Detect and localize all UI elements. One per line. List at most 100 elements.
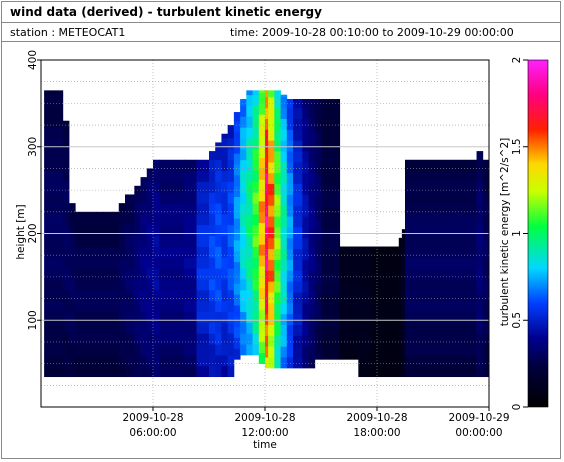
heatmap-cell: [293, 292, 303, 304]
heatmap-cell: [44, 235, 64, 247]
heatmap-cell: [184, 333, 197, 345]
heatmap-cell: [293, 248, 303, 260]
heatmap-cell: [252, 246, 260, 258]
heatmap-cell: [240, 235, 247, 247]
heatmap-cell: [153, 192, 160, 204]
heatmap-cell: [274, 270, 281, 282]
heatmap-column: [159, 159, 185, 378]
heatmap-cell: [258, 255, 266, 267]
heatmap-cell: [252, 94, 260, 106]
heatmap-cell: [153, 170, 160, 182]
station-label: station : METEOCAT1: [10, 26, 126, 39]
heatmap-cell: [246, 213, 253, 226]
heatmap-cell: [69, 257, 76, 269]
heatmap-cell: [405, 279, 477, 291]
heatmap-cell: [221, 257, 229, 269]
x-tick-label-date: 2009-10-28: [234, 412, 295, 424]
heatmap-column: [280, 94, 288, 369]
heatmap-cell: [209, 192, 216, 204]
heatmap-cell: [476, 181, 484, 193]
heatmap-cell: [358, 333, 372, 345]
heatmap-cell: [286, 302, 294, 315]
heatmap-cell: [339, 326, 359, 338]
heatmap-cell: [280, 172, 288, 185]
heatmap-cell: [196, 279, 210, 291]
heatmap-cell: [308, 357, 316, 369]
heatmap-cell: [75, 268, 120, 280]
heatmap-cell: [159, 354, 185, 367]
heatmap-cell: [125, 213, 135, 226]
heatmap-cell: [308, 129, 316, 141]
heatmap-cell: [482, 289, 490, 302]
heatmap-cell: [246, 159, 253, 171]
heatmap-cell: [227, 300, 235, 312]
heatmap-column: [286, 99, 294, 369]
heatmap-cell: [398, 237, 403, 247]
heatmap-column: [227, 125, 235, 378]
heatmap-cell: [246, 333, 253, 345]
heatmap-cell: [476, 170, 484, 182]
x-tick-label-date: 2009-10-29: [448, 412, 509, 424]
heatmap-cell: [44, 170, 64, 182]
heatmap-cell: [246, 127, 253, 139]
heatmap-column: [476, 151, 484, 378]
heatmap-cell: [274, 248, 281, 260]
heatmap-cell: [268, 172, 275, 185]
heatmap-cell: [302, 118, 309, 130]
heatmap-cell: [75, 257, 120, 269]
colorbar: [527, 59, 549, 408]
heatmap-cell: [265, 248, 269, 260]
heatmap-cell: [314, 142, 322, 154]
heatmap-column: [153, 159, 160, 378]
heatmap-cell: [62, 181, 70, 193]
heatmap-cell: [233, 229, 241, 241]
heatmap-cell: [44, 279, 64, 291]
heatmap-cell: [184, 203, 197, 215]
heatmap-cell: [286, 194, 294, 206]
heatmap-cell: [482, 322, 490, 334]
heatmap-cell: [274, 129, 281, 141]
heatmap-cell: [321, 99, 341, 111]
heatmap-cell: [246, 257, 253, 269]
heatmap-cell: [308, 194, 316, 206]
heatmap-cell: [215, 170, 222, 182]
heatmap-cell: [258, 135, 266, 148]
heatmap-cell: [314, 229, 322, 241]
heatmap-cell: [280, 216, 288, 228]
heatmap-column: [75, 211, 120, 378]
heatmap-cell: [293, 259, 303, 271]
heatmap-cell: [233, 120, 241, 132]
heatmap-cell: [118, 279, 126, 291]
heatmap-cell: [146, 246, 154, 258]
heatmap-cell: [134, 246, 141, 258]
heatmap-cell: [221, 311, 229, 323]
heatmap-cell: [321, 326, 341, 338]
heatmap-cell: [286, 107, 294, 119]
colorbar-tick-label: 1.5: [511, 138, 523, 155]
heatmap-cell: [44, 192, 64, 204]
heatmap-cell: [246, 148, 253, 161]
heatmap-cell: [215, 279, 222, 291]
heatmap-cell: [146, 257, 154, 269]
heatmap-cell: [398, 344, 403, 356]
heatmap-cell: [153, 159, 160, 171]
heatmap-cell: [252, 159, 260, 171]
heatmap-cell: [308, 226, 316, 239]
heatmap-cell: [227, 148, 235, 161]
heatmap-cell: [125, 203, 135, 215]
heatmap-cell: [215, 354, 222, 367]
heatmap-cell: [265, 324, 269, 336]
heatmap-cell: [233, 294, 241, 306]
heatmap-cell: [252, 213, 260, 226]
heatmap-cell: [268, 118, 275, 130]
heatmap-cell: [265, 270, 269, 282]
heatmap-cell: [146, 224, 154, 237]
heatmap-cell: [286, 324, 294, 336]
heatmap-cell: [69, 300, 76, 312]
heatmap-cell: [401, 235, 406, 247]
heatmap-column: [246, 90, 253, 356]
heatmap-cell: [196, 322, 210, 334]
heatmap-cell: [209, 300, 216, 312]
heatmap-cell: [246, 235, 253, 247]
heatmap-cell: [476, 365, 484, 378]
